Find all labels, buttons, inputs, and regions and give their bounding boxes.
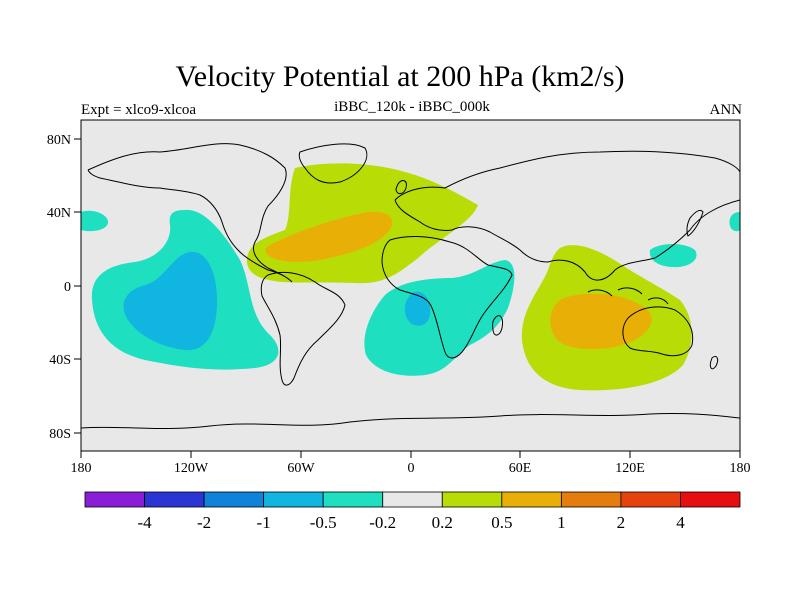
contour-region-africa-core	[404, 291, 431, 326]
y-tick-label: 40N	[47, 206, 71, 221]
experiment-label: Expt = xlco9-xlcoa	[81, 102, 197, 118]
colorbar-swatch	[680, 491, 741, 508]
contour-region-dateline-west	[81, 210, 108, 232]
y-tick-label: 80N	[47, 133, 71, 148]
x-tick-label: 60W	[287, 461, 315, 476]
colorbar-label: -2	[197, 513, 211, 532]
colorbar-swatch	[620, 491, 681, 508]
colorbar-label: 0.2	[432, 513, 453, 532]
colorbar-swatch	[322, 491, 384, 508]
contour-region-pacific-core	[123, 251, 218, 351]
contour-region-africa-negative	[364, 260, 515, 376]
case-label: iBBC_120k - iBBC_000k	[334, 99, 490, 115]
colorbar-swatch	[203, 491, 265, 508]
contour-region-dateline-east	[729, 212, 740, 232]
colorbar-swatch	[382, 491, 443, 508]
colorbar-label: -0.5	[310, 513, 337, 532]
colorbar-swatch	[84, 491, 145, 508]
season-label: ANN	[709, 102, 743, 118]
contour-fill-layer	[81, 143, 740, 430]
y-tick-label: 80S	[49, 427, 71, 442]
colorbar-label: -0.2	[369, 513, 396, 532]
map-title: Velocity Potential at 200 hPa (km2/s)	[175, 60, 625, 93]
colorbar-swatch	[501, 491, 562, 508]
y-tick-label: 0	[64, 280, 71, 295]
colorbar-swatch	[441, 491, 503, 508]
colorbar-label: -4	[137, 513, 152, 532]
colorbar-label: 2	[617, 513, 626, 532]
colorbar-label: 0.5	[491, 513, 512, 532]
x-tick-label: 0	[408, 461, 415, 476]
x-tick-label: 180	[730, 461, 751, 476]
colorbar-swatch	[560, 491, 622, 508]
contour-region-nwpacific-negative	[649, 244, 697, 268]
colorbar: -4 -2 -1 -0.5 -0.2 0.2 0.5 1 2 4	[84, 491, 741, 532]
contour-region-indopacific-core	[550, 293, 652, 350]
y-tick-label: 40S	[49, 353, 71, 368]
x-tick-label: 180	[71, 461, 92, 476]
axis-tick-marks	[74, 138, 741, 458]
colorbar-label: 4	[676, 513, 685, 532]
x-tick-label: 120E	[615, 461, 645, 476]
colorbar-label: 1	[557, 513, 566, 532]
coastlines	[81, 143, 740, 430]
x-tick-label: 60E	[509, 461, 532, 476]
x-tick-label: 120W	[174, 461, 209, 476]
colorbar-swatch	[263, 491, 324, 508]
contour-region-atlantic-core	[265, 211, 393, 263]
colorbar-label: -1	[257, 513, 271, 532]
colorbar-swatch	[144, 491, 205, 508]
